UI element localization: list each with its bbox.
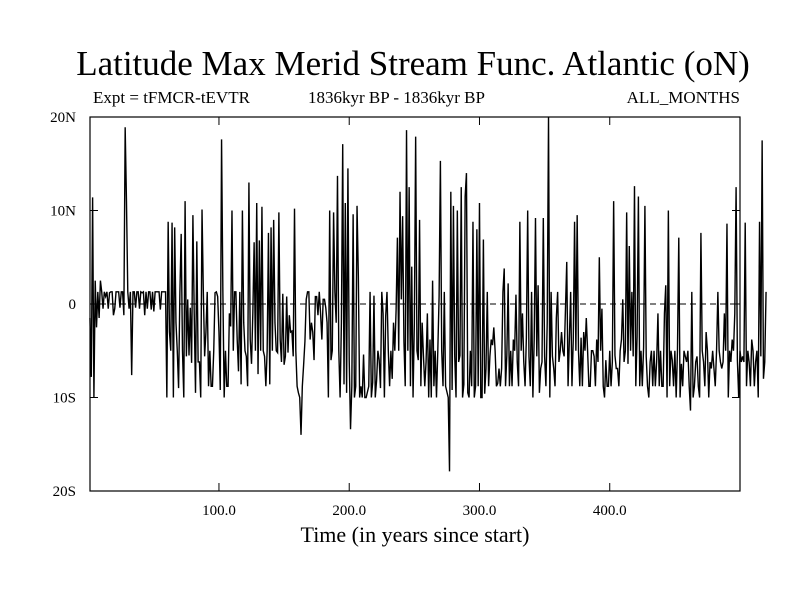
y-tick-label: 20N [50, 110, 76, 126]
y-tick-label: 10N [50, 204, 76, 220]
x-tick-label: 300.0 [463, 503, 497, 519]
x-tick-label: 100.0 [202, 503, 236, 519]
x-axis-label: Time (in years since start) [300, 522, 530, 547]
x-tick-label: 400.0 [593, 503, 627, 519]
experiment-label: Expt = tFMCR-tEVTR [93, 88, 250, 107]
y-tick-label: 10S [53, 391, 76, 407]
chart-title: Latitude Max Merid Stream Func. Atlantic… [76, 44, 750, 83]
series-line [89, 116, 767, 472]
y-tick-label: 20S [53, 484, 76, 500]
x-tick-label: 200.0 [332, 503, 366, 519]
months-label: ALL_MONTHS [626, 88, 740, 107]
period-label: 1836kyr BP - 1836kyr BP [308, 88, 485, 107]
y-tick-label: 0 [69, 297, 77, 313]
